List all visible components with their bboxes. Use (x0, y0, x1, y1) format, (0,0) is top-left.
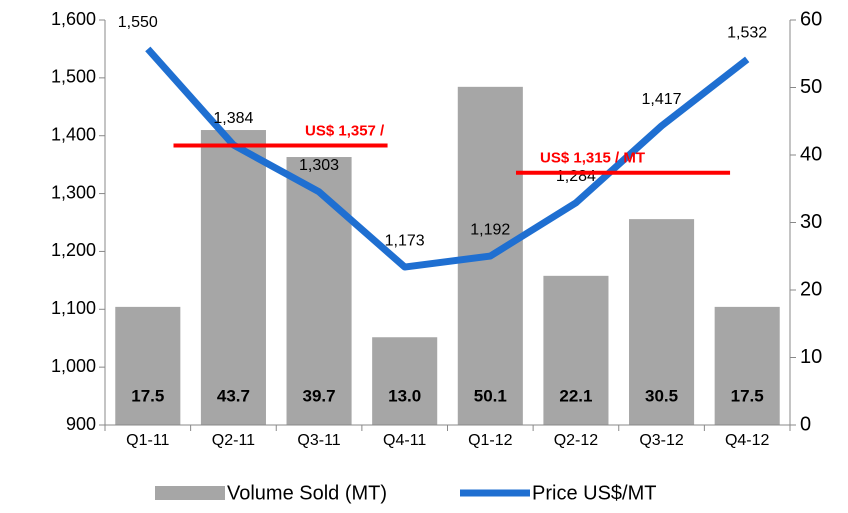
bar-value-label: 17.5 (131, 386, 164, 405)
bar (115, 306, 181, 425)
y2-tick-label: 0 (800, 413, 811, 435)
x-tick-label: Q1-11 (126, 432, 169, 449)
bar-value-label: 30.5 (645, 386, 678, 405)
x-tick-label: Q3-12 (639, 432, 684, 449)
line-value-label: 1,384 (213, 110, 253, 127)
bar (286, 157, 352, 425)
bar (714, 306, 780, 425)
y-tick-label: 900 (66, 414, 96, 434)
bar-value-label: 43.7 (217, 386, 250, 405)
bar (200, 130, 266, 425)
legend-label: Volume Sold (MT) (227, 482, 387, 504)
y-tick-label: 1,600 (51, 9, 96, 29)
y2-tick-label: 40 (800, 143, 822, 165)
reference-label: US$ 1,357 / (305, 123, 385, 140)
y2-tick-label: 30 (800, 211, 822, 233)
y-tick-label: 1,400 (51, 124, 96, 144)
y2-tick-label: 20 (800, 278, 822, 300)
bar-value-label: 13.0 (388, 386, 421, 405)
y-tick-label: 1,100 (51, 298, 96, 318)
x-tick-label: Q2-12 (554, 432, 599, 449)
price-line (145, 46, 750, 271)
y-tick-label: 1,200 (51, 240, 96, 260)
x-tick-label: Q2-11 (212, 432, 255, 449)
legend-swatch (155, 486, 225, 500)
x-tick-label: Q1-12 (468, 432, 513, 449)
reference-label: US$ 1,315 / MT (540, 150, 645, 167)
y-tick-label: 1,500 (51, 67, 96, 87)
line-value-label: 1,284 (556, 168, 596, 185)
bar (543, 275, 609, 425)
line-value-label: 1,417 (642, 91, 682, 108)
bar-value-label: 39.7 (303, 386, 336, 405)
bar-value-label: 17.5 (731, 386, 764, 405)
x-tick-label: Q4-12 (725, 432, 770, 449)
bar-value-label: 50.1 (474, 386, 507, 405)
line-value-label: 1,173 (385, 232, 425, 249)
line-value-label: 1,532 (727, 25, 767, 42)
y2-tick-label: 50 (800, 76, 822, 98)
line-value-label: 1,303 (299, 157, 339, 174)
y-tick-label: 1,300 (51, 182, 96, 202)
bar (372, 337, 438, 425)
y2-tick-label: 60 (800, 8, 822, 30)
x-tick-label: Q4-11 (383, 432, 426, 449)
y2-tick-label: 10 (800, 346, 822, 368)
line-value-label: 1,192 (470, 221, 510, 238)
x-tick-label: Q3-11 (297, 432, 340, 449)
y-tick-label: 1,000 (51, 356, 96, 376)
bar (629, 219, 695, 425)
line-value-label: 1,550 (118, 14, 158, 31)
bar-value-label: 22.1 (559, 386, 592, 405)
legend-label: Price US$/MT (532, 482, 656, 504)
